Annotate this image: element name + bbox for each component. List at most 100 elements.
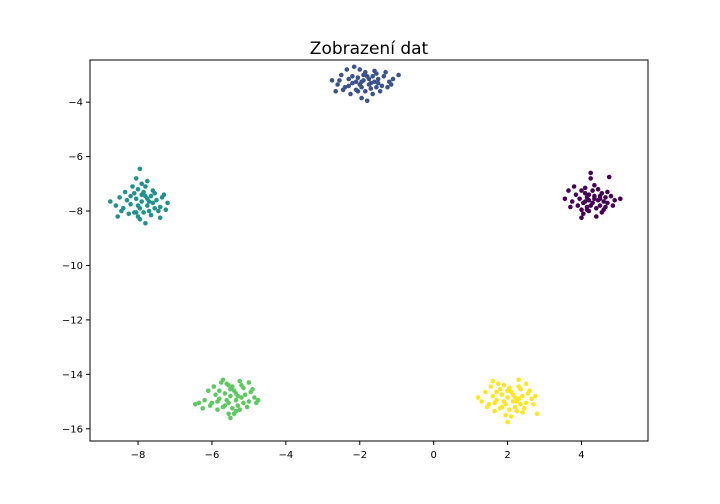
data-point-cluster-4: [235, 403, 241, 408]
data-point-cluster-3: [165, 200, 170, 206]
data-point-cluster-3: [117, 195, 122, 200]
data-point-cluster-1: [603, 195, 608, 200]
y-tick-label: −14: [62, 370, 83, 381]
data-point-cluster-2: [335, 82, 340, 87]
data-point-cluster-4: [255, 397, 261, 403]
data-point-cluster-5: [492, 400, 497, 406]
data-point-cluster-1: [594, 214, 599, 219]
x-tick-label: −8: [131, 450, 146, 461]
data-point-cluster-1: [592, 193, 597, 199]
data-point-cluster-5: [520, 393, 525, 399]
data-point-cluster-4: [230, 406, 235, 411]
data-point-cluster-5: [516, 377, 521, 383]
data-point-cluster-3: [139, 192, 144, 197]
data-point-cluster-5: [503, 412, 509, 418]
points-layer: [108, 64, 623, 425]
data-point-cluster-5: [488, 384, 494, 389]
data-point-cluster-2: [351, 64, 357, 70]
data-point-cluster-2: [388, 82, 394, 87]
data-point-cluster-5: [531, 402, 536, 407]
x-tick-label: −4: [278, 450, 293, 461]
data-point-cluster-1: [618, 196, 623, 202]
data-point-cluster-3: [157, 204, 163, 210]
x-tick-label: 0: [430, 450, 436, 461]
data-point-cluster-5: [529, 396, 534, 402]
data-point-cluster-2: [370, 91, 376, 97]
data-point-cluster-1: [594, 206, 599, 211]
data-point-cluster-2: [375, 76, 381, 82]
data-point-cluster-5: [479, 399, 485, 404]
data-point-cluster-3: [115, 214, 120, 219]
data-point-cluster-3: [133, 196, 139, 202]
data-point-cluster-5: [501, 382, 507, 388]
data-point-cluster-2: [346, 76, 352, 82]
data-point-cluster-4: [226, 382, 231, 388]
data-point-cluster-2: [346, 83, 352, 89]
data-point-cluster-2: [329, 78, 335, 83]
x-tick-label: −2: [352, 450, 367, 461]
data-point-cluster-2: [381, 74, 387, 79]
data-point-cluster-1: [608, 193, 614, 199]
y-tick-label: −8: [68, 207, 83, 218]
data-point-cluster-2: [355, 75, 361, 80]
data-point-cluster-2: [372, 68, 377, 74]
data-point-cluster-4: [242, 392, 248, 398]
data-point-cluster-1: [573, 192, 579, 197]
data-point-cluster-2: [357, 67, 363, 72]
data-point-cluster-4: [215, 407, 220, 413]
data-point-cluster-5: [492, 408, 497, 414]
data-point-cluster-3: [145, 178, 150, 184]
data-point-cluster-4: [237, 378, 242, 384]
data-point-cluster-5: [510, 392, 516, 398]
data-point-cluster-3: [113, 203, 119, 208]
data-point-cluster-1: [568, 204, 573, 210]
data-point-cluster-2: [385, 84, 390, 90]
data-point-cluster-2: [375, 80, 381, 86]
data-point-cluster-2: [368, 86, 374, 91]
x-tick-label: 2: [504, 450, 510, 461]
data-point-cluster-2: [396, 72, 401, 78]
data-point-cluster-5: [533, 393, 538, 399]
y-tick-label: −12: [62, 315, 83, 326]
data-point-cluster-1: [577, 196, 582, 202]
data-point-cluster-3: [128, 201, 133, 207]
data-point-cluster-4: [222, 403, 228, 408]
data-point-cluster-2: [363, 89, 368, 94]
data-point-cluster-4: [213, 392, 218, 398]
data-point-cluster-5: [527, 388, 532, 394]
data-point-cluster-5: [534, 411, 540, 417]
data-point-cluster-4: [233, 408, 239, 414]
data-point-cluster-5: [512, 404, 518, 410]
data-point-cluster-5: [505, 388, 510, 394]
data-point-cluster-1: [582, 191, 588, 196]
data-point-cluster-2: [353, 79, 359, 85]
plot-frame: [89, 59, 649, 442]
data-point-cluster-5: [509, 414, 514, 419]
data-point-cluster-3: [154, 197, 159, 203]
data-point-cluster-4: [233, 397, 239, 403]
data-point-cluster-1: [610, 203, 616, 208]
data-point-cluster-1: [579, 215, 584, 221]
data-point-cluster-4: [196, 400, 202, 406]
data-point-cluster-1: [579, 188, 584, 193]
y-tick-label: −6: [68, 152, 83, 163]
data-point-cluster-3: [141, 210, 146, 215]
data-point-cluster-5: [523, 400, 529, 406]
data-point-cluster-1: [582, 199, 588, 204]
data-point-cluster-3: [130, 184, 135, 189]
data-point-cluster-3: [161, 192, 167, 197]
data-point-cluster-3: [143, 184, 148, 189]
data-point-cluster-3: [122, 189, 128, 195]
data-point-cluster-3: [137, 166, 143, 172]
data-point-cluster-1: [599, 210, 605, 215]
data-point-cluster-5: [485, 404, 490, 410]
data-point-cluster-3: [150, 200, 156, 206]
data-point-cluster-5: [490, 378, 496, 384]
data-point-cluster-4: [233, 391, 239, 396]
data-point-cluster-4: [228, 415, 233, 421]
data-point-cluster-5: [514, 399, 520, 404]
data-point-cluster-1: [569, 199, 575, 204]
data-point-cluster-4: [239, 395, 244, 400]
data-point-cluster-1: [566, 188, 571, 193]
